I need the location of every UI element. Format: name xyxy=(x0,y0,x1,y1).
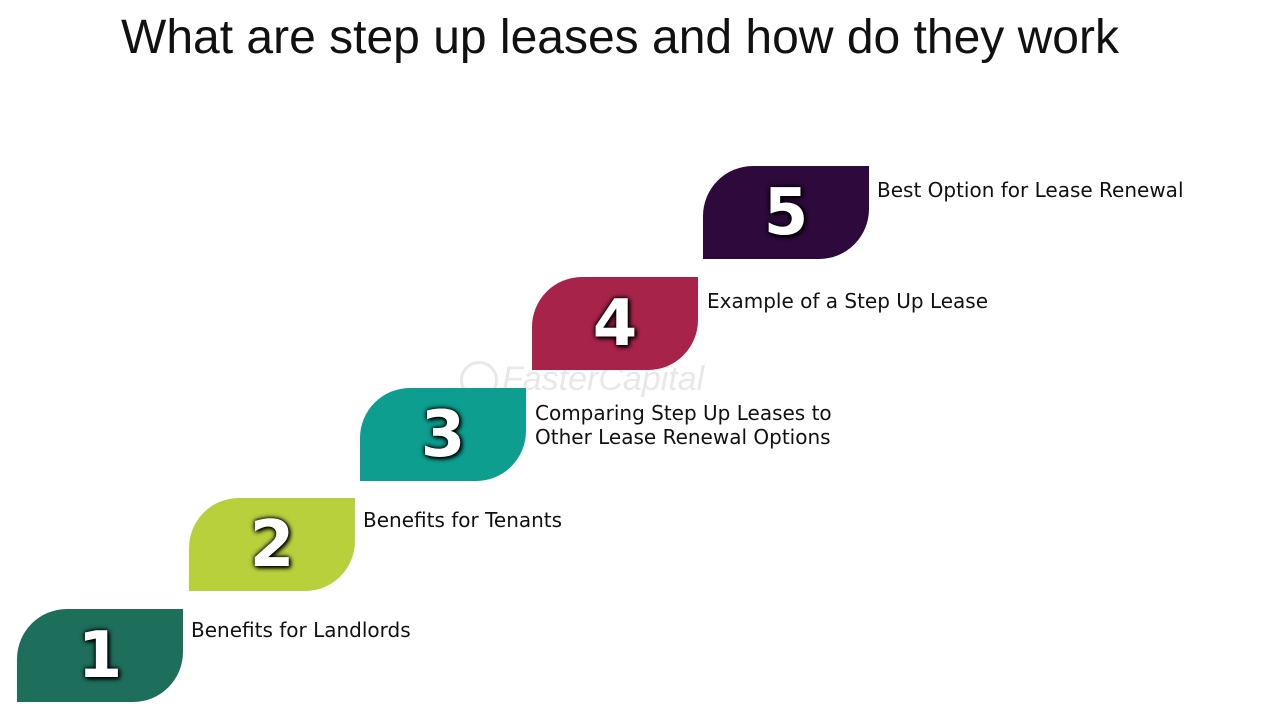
step-3-number: 3 xyxy=(420,397,466,472)
step-3-shape: 3 xyxy=(360,388,526,481)
step-4-label: Example of a Step Up Lease xyxy=(707,289,989,313)
step-3-label: Comparing Step Up Leases to Other Lease … xyxy=(535,401,832,449)
step-2-label: Benefits for Tenants xyxy=(363,508,563,532)
step-5-label: Best Option for Lease Renewal xyxy=(877,178,1184,202)
step-4-shape: 4 xyxy=(532,277,698,370)
step-4-number: 4 xyxy=(592,286,638,361)
step-1-number: 1 xyxy=(77,618,123,693)
page-title: What are step up leases and how do they … xyxy=(121,11,1119,64)
step-1-shape: 1 xyxy=(17,609,183,702)
step-5-number: 5 xyxy=(763,175,809,250)
step-1-label: Benefits for Landlords xyxy=(191,618,411,642)
step-2-shape: 2 xyxy=(189,498,355,591)
step-2-number: 2 xyxy=(249,507,295,582)
step-5-shape: 5 xyxy=(703,166,869,259)
